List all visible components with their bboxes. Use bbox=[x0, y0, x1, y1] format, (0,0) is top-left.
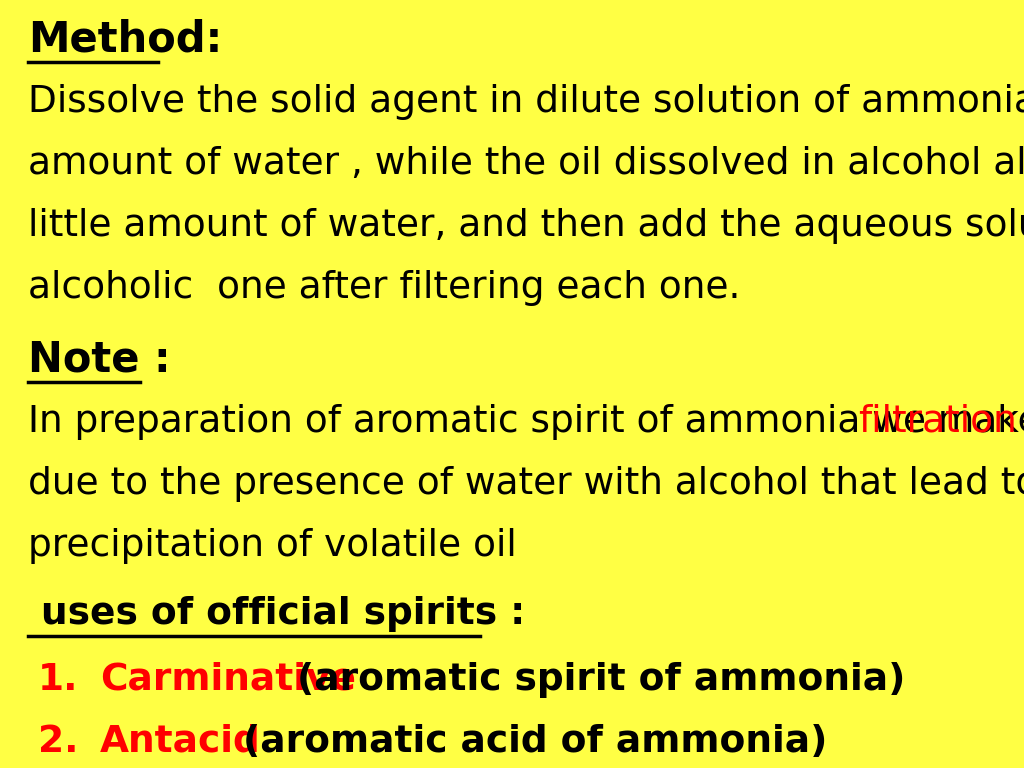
Text: Antacid: Antacid bbox=[100, 724, 261, 760]
Text: Note :: Note : bbox=[28, 338, 171, 380]
Text: (aromatic spirit of ammonia): (aromatic spirit of ammonia) bbox=[284, 662, 905, 698]
Text: alcoholic  one after filtering each one.: alcoholic one after filtering each one. bbox=[28, 270, 740, 306]
Text: amount of water , while the oil dissolved in alcohol also with: amount of water , while the oil dissolve… bbox=[28, 146, 1024, 182]
Text: Carminative: Carminative bbox=[100, 662, 356, 698]
Text: Dissolve the solid agent in dilute solution of ammonia with little: Dissolve the solid agent in dilute solut… bbox=[28, 84, 1024, 120]
Text: In preparation of aromatic spirit of ammonia we make: In preparation of aromatic spirit of amm… bbox=[28, 404, 1024, 440]
Text: 2.: 2. bbox=[38, 724, 79, 760]
Text: (aromatic acid of ammonia): (aromatic acid of ammonia) bbox=[217, 724, 827, 760]
Text: little amount of water, and then add the aqueous solution into: little amount of water, and then add the… bbox=[28, 208, 1024, 244]
Text: 1.: 1. bbox=[38, 662, 79, 698]
Text: due to the presence of water with alcohol that lead to: due to the presence of water with alcoho… bbox=[28, 466, 1024, 502]
Text: precipitation of volatile oil: precipitation of volatile oil bbox=[28, 528, 517, 564]
Text: uses of official spirits :: uses of official spirits : bbox=[28, 596, 525, 632]
Text: Method:: Method: bbox=[28, 18, 222, 60]
Text: filtration: filtration bbox=[858, 404, 1017, 440]
